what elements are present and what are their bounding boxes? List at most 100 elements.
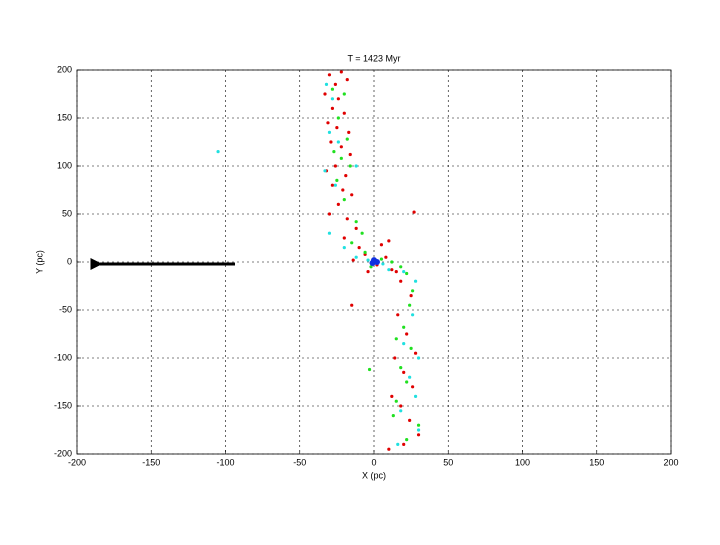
x-tick-label: 150 xyxy=(589,457,604,467)
point xyxy=(405,271,409,276)
point xyxy=(405,438,409,442)
point xyxy=(330,106,335,110)
point xyxy=(354,220,358,224)
point xyxy=(366,270,370,274)
x-tick-label: 50 xyxy=(443,457,453,467)
point xyxy=(411,385,415,389)
x-tick-label: 0 xyxy=(371,457,376,467)
point xyxy=(399,265,403,269)
point xyxy=(333,183,337,187)
point xyxy=(387,239,391,243)
point xyxy=(354,164,358,168)
point xyxy=(347,130,351,134)
point xyxy=(416,433,421,437)
point xyxy=(399,279,403,283)
point xyxy=(324,82,329,86)
point xyxy=(329,140,333,144)
point xyxy=(345,137,349,141)
point xyxy=(390,394,394,398)
x-tick-label: -150 xyxy=(142,457,160,467)
y-tick-label: -200 xyxy=(54,448,72,458)
point xyxy=(363,250,367,254)
point xyxy=(327,212,332,216)
point xyxy=(396,442,400,446)
point xyxy=(326,121,330,125)
y-tick-label: 50 xyxy=(62,208,72,218)
point xyxy=(336,116,340,120)
point xyxy=(409,294,413,298)
point xyxy=(342,111,346,115)
point xyxy=(413,279,418,283)
point xyxy=(216,150,220,154)
point xyxy=(369,265,373,269)
point xyxy=(409,346,413,350)
point xyxy=(330,87,335,91)
point xyxy=(336,140,340,144)
point xyxy=(405,332,409,336)
point xyxy=(396,313,400,317)
point xyxy=(327,231,332,235)
point xyxy=(408,375,412,379)
point xyxy=(366,258,370,262)
point xyxy=(345,217,349,221)
point xyxy=(344,174,348,178)
point xyxy=(402,342,406,346)
point xyxy=(342,246,346,250)
point xyxy=(336,97,340,101)
point xyxy=(350,193,354,197)
point xyxy=(402,325,406,329)
point xyxy=(323,169,327,173)
point xyxy=(399,409,403,413)
point xyxy=(379,257,384,261)
point xyxy=(379,243,384,247)
point xyxy=(387,447,391,451)
point xyxy=(335,126,339,130)
x-tick-label: 200 xyxy=(663,457,678,467)
point xyxy=(416,356,421,360)
point xyxy=(351,258,355,262)
point xyxy=(327,130,332,134)
point xyxy=(350,241,354,245)
chart-title: T = 1423 Myr xyxy=(347,53,400,63)
point xyxy=(336,202,340,206)
x-tick-label: -50 xyxy=(293,457,306,467)
point xyxy=(342,92,346,96)
point xyxy=(348,164,352,168)
point xyxy=(393,356,397,360)
point xyxy=(360,231,364,235)
point xyxy=(333,82,337,86)
point xyxy=(330,97,335,101)
y-axis-label: Y (pc) xyxy=(34,250,44,274)
point xyxy=(402,442,406,446)
point xyxy=(333,164,337,168)
point xyxy=(411,313,415,317)
point xyxy=(399,366,403,370)
x-tick-label: 100 xyxy=(515,457,530,467)
y-tick-label: 0 xyxy=(67,256,72,266)
point xyxy=(399,404,403,408)
point xyxy=(345,78,349,82)
point xyxy=(394,337,398,341)
point xyxy=(332,150,336,154)
x-axis-label: X (pc) xyxy=(362,470,386,480)
point xyxy=(335,178,339,182)
y-tick-label: 100 xyxy=(57,160,72,170)
point xyxy=(327,73,332,77)
point xyxy=(342,236,346,240)
y-tick-label: -50 xyxy=(59,304,72,314)
point xyxy=(387,268,391,272)
point xyxy=(330,183,335,187)
point xyxy=(416,428,421,432)
point xyxy=(348,152,352,157)
point xyxy=(354,255,358,259)
point xyxy=(402,370,406,374)
y-tick-label: 200 xyxy=(57,64,72,74)
point xyxy=(357,246,361,250)
point xyxy=(394,270,398,274)
point xyxy=(339,156,343,160)
point xyxy=(369,259,376,266)
x-tick-label: -200 xyxy=(68,457,86,467)
point xyxy=(381,262,385,266)
point xyxy=(339,70,343,74)
